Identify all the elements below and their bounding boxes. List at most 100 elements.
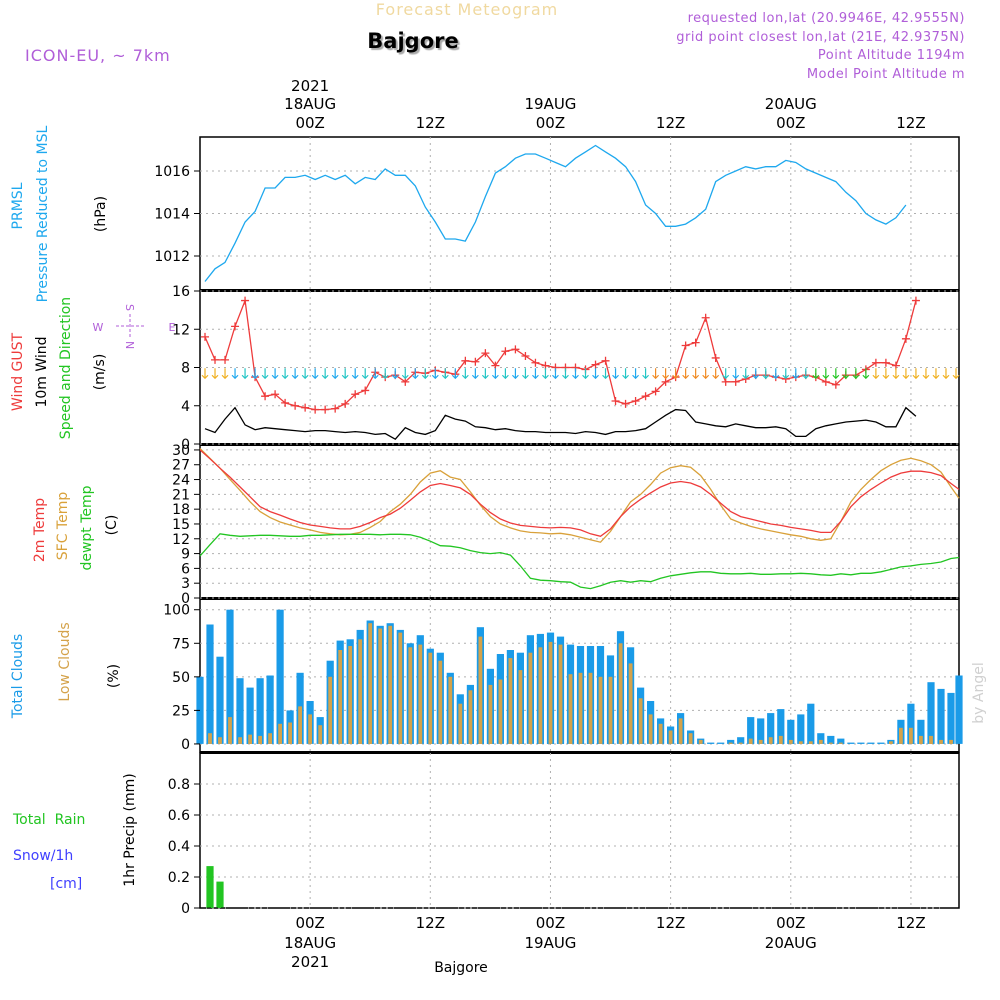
bottom-date-label: 19AUG <box>524 934 576 952</box>
y-tick-label: 25 <box>172 703 190 719</box>
wind-gust-marker <box>331 404 340 413</box>
wind-direction-arrow <box>772 368 780 380</box>
bottom-hour-label: 12Z <box>656 914 685 932</box>
y-tick-label: 1014 <box>154 207 190 223</box>
wind-gust-marker <box>691 338 700 347</box>
top-hour-label: 00Z <box>776 114 805 132</box>
wind-direction-arrow <box>602 368 609 380</box>
clouds-total-label: Total Clouds <box>10 634 26 719</box>
wind-direction-arrow <box>622 368 629 380</box>
low-clouds-bar <box>828 742 833 744</box>
total-clouds-bar <box>727 739 735 744</box>
top-date-label: 18AUG <box>284 95 336 113</box>
y-tick-label: 0 <box>181 591 190 607</box>
y-tick-label: 50 <box>172 670 190 686</box>
wind-direction-arrow <box>722 368 730 380</box>
low-clouds-bar <box>408 647 413 744</box>
wind-direction-arrow <box>682 368 690 380</box>
wind-gust-marker <box>821 377 830 386</box>
product-title: Forecast Meteogram <box>376 0 558 19</box>
wind-gust-marker <box>351 390 360 399</box>
low-clouds-bar <box>748 738 753 744</box>
wind-direction-arrow <box>471 368 479 380</box>
low-clouds-bar <box>949 739 953 744</box>
clouds-low-label: Low Clouds <box>57 622 73 701</box>
grid-point-coords: grid point closest lon,lat (21E, 42.9375… <box>676 30 965 45</box>
wind-direction-arrow <box>271 368 279 380</box>
wind-gust-marker <box>501 347 510 356</box>
low-clouds-bar <box>608 676 613 744</box>
bottom-hour-label: 00Z <box>295 914 324 932</box>
low-clouds-bar <box>338 650 343 744</box>
wind-gust-marker <box>661 377 670 386</box>
wind-dir-label: Speed and Direction <box>58 297 74 439</box>
wind-direction-arrow <box>542 368 549 380</box>
total-clouds-bar <box>236 678 244 744</box>
y-tick-label: 0 <box>181 437 190 453</box>
total-clouds-bar <box>246 687 254 744</box>
wind-direction-arrow <box>732 368 740 380</box>
top-hour-label: 00Z <box>536 114 565 132</box>
total-clouds-bar <box>707 742 715 744</box>
low-clouds-bar <box>578 672 583 744</box>
low-clouds-bar <box>648 714 653 744</box>
low-clouds-bar <box>468 690 473 744</box>
wind-direction-arrow <box>672 368 680 380</box>
total-clouds-bar <box>206 624 214 744</box>
y-tick-label: 8 <box>181 361 190 377</box>
wind-gust-marker <box>301 403 310 412</box>
y-tick-label: 12 <box>172 532 190 548</box>
wind-direction-arrow <box>862 368 870 380</box>
low-clouds-bar <box>498 679 503 744</box>
bottom-hour-label: 12Z <box>416 914 445 932</box>
y-tick-label: 9 <box>181 547 190 563</box>
low-clouds-bar <box>558 644 563 744</box>
footer-location: Bajgore <box>434 960 488 976</box>
wind-gust-marker <box>631 396 640 405</box>
compass-n: N <box>123 341 136 349</box>
wind-gust-marker <box>881 358 890 367</box>
wind-direction-arrow <box>321 368 329 380</box>
wind-gust-marker <box>901 334 910 343</box>
low-clouds-bar <box>418 644 423 744</box>
low-clouds-bar <box>238 737 242 744</box>
rain-bar <box>206 866 214 908</box>
wind-unit: (m/s) <box>92 354 108 391</box>
wind-gust-marker <box>231 322 240 331</box>
wind-direction-arrow <box>231 368 239 380</box>
marks-layer <box>196 146 963 909</box>
low-clouds-bar <box>778 735 783 744</box>
total-clouds-bar <box>857 742 865 744</box>
wind-direction-arrow <box>301 368 309 380</box>
low-clouds-bar <box>768 737 773 744</box>
requested-coords: requested lon,lat (20.9946E, 42.9555N) <box>688 11 965 26</box>
wind-direction-arrow <box>812 368 820 380</box>
wind-direction-arrow <box>481 368 489 380</box>
low-clouds-bar <box>889 741 893 744</box>
low-clouds-bar <box>508 658 513 744</box>
low-clouds-bar <box>218 737 222 744</box>
total-clouds-bar <box>276 609 284 744</box>
top-date-label: 19AUG <box>524 95 576 113</box>
low-clouds-bar <box>568 674 573 744</box>
wind-direction-arrow <box>421 368 429 380</box>
wind-gust-marker <box>221 355 230 364</box>
wind-direction-arrow <box>612 368 619 380</box>
pressure-label-1: PRMSL <box>10 182 26 229</box>
low-clouds-bar <box>278 723 282 744</box>
y-tick-label: 15 <box>172 517 190 533</box>
low-clouds-bar <box>598 676 603 744</box>
wind-direction-arrow <box>291 368 299 380</box>
total-clouds-bar <box>266 675 274 744</box>
wind-gust-marker <box>711 353 720 362</box>
y-tick-label: 21 <box>172 487 190 503</box>
y-tick-label: 16 <box>172 284 190 300</box>
temp-2m-label: 2m Temp <box>32 498 48 562</box>
wind-direction-arrow <box>562 368 569 380</box>
wind-gust-marker <box>641 392 650 401</box>
wind-direction-arrow <box>932 368 940 380</box>
total-clouds-bar <box>927 682 935 744</box>
wind-gust-marker <box>681 341 690 350</box>
total-clouds-bar <box>877 742 885 744</box>
pressure-label-2: Pressure Reduced to MSL <box>35 125 51 302</box>
